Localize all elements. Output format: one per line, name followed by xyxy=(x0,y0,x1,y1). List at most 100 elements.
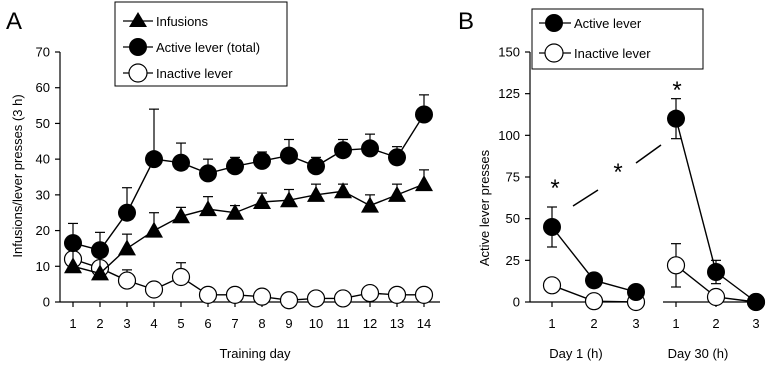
panel-b-point-inactive-day1 xyxy=(542,276,562,295)
panel-b-point-inactive-day1 xyxy=(584,292,604,311)
panel-b-xtick-label: 1 xyxy=(548,316,555,331)
panel-a-point-active xyxy=(226,157,244,176)
panel-a-point-inactive xyxy=(279,291,299,310)
panel-a-ylabel: Infusions/lever presses (3 h) xyxy=(10,94,25,257)
panel-b-point-active-day1 xyxy=(543,218,561,236)
panel-a-xtick-label: 10 xyxy=(309,316,323,331)
panel-b-point-inactive-day30 xyxy=(706,287,726,307)
panel-a-point-infusions xyxy=(145,221,163,238)
panel-a-point-active xyxy=(334,141,352,160)
legend-a-filled-circle-marker xyxy=(129,38,147,56)
panel-a-point-active xyxy=(388,148,406,167)
panel-b-point-active-day30 xyxy=(747,293,765,311)
panel-a-xtick-label: 11 xyxy=(336,316,350,331)
panel-a-point-inactive xyxy=(387,285,407,304)
panel-a-xtick-label: 7 xyxy=(231,316,238,331)
panel-a-xtick-label: 1 xyxy=(69,316,76,331)
panel-a-point-inactive xyxy=(360,283,380,303)
panel-a-point-inactive xyxy=(306,289,326,308)
panel-a-ytick-label: 40 xyxy=(36,152,50,167)
panel-a-xtick-label: 5 xyxy=(177,316,184,331)
panel-b-point-inactive-day30 xyxy=(666,256,686,275)
panel-a-point-infusions xyxy=(388,185,406,202)
panel-b-ytick-label: 50 xyxy=(506,211,520,226)
panel-a-xtick-label: 14 xyxy=(417,316,431,331)
panel-b-ylabel: Active lever presses xyxy=(477,149,492,266)
panel-a-point-inactive xyxy=(333,289,353,308)
panel-a-point-infusions xyxy=(199,200,217,217)
legend-a-label-active: Active lever (total) xyxy=(156,40,260,55)
panel-a-xtick-label: 12 xyxy=(363,316,377,331)
annotation-star-3: * xyxy=(672,77,681,104)
panel-b-group-day30: Day 30 (h) xyxy=(668,346,729,361)
panel-b-xtick-label: 3 xyxy=(632,316,639,331)
panel-a-point-active xyxy=(307,157,325,176)
panel-a-point-infusions xyxy=(334,182,352,199)
panel-a-point-inactive xyxy=(252,287,272,306)
panel-b-group-day1: Day 1 (h) xyxy=(549,346,602,361)
panel-a-line-infusions xyxy=(72,183,425,275)
legend-a-label-inactive: Inactive lever xyxy=(156,66,233,81)
panel-a-point-infusions xyxy=(118,239,136,256)
panel-a-point-active xyxy=(91,241,109,260)
panel-b-xtick-label: 3 xyxy=(752,316,759,331)
panel-b-ytick-label: 100 xyxy=(498,128,520,143)
panel-a-ytick-label: 20 xyxy=(36,223,50,238)
annotation-star-2: * xyxy=(613,159,622,186)
panel-a-xtick-label: 4 xyxy=(150,316,157,331)
panel-b-point-active-day30 xyxy=(667,109,685,128)
panel-a-xtick-label: 13 xyxy=(390,316,404,331)
panel-a-label: A xyxy=(6,8,22,35)
panel-a-line-active xyxy=(72,114,425,252)
panel-b-legend: Active lever Inactive lever xyxy=(531,8,704,70)
panel-b-ytick-label: 25 xyxy=(506,253,520,268)
panel-a-point-infusions xyxy=(307,185,325,202)
panel-a-point-inactive xyxy=(225,285,245,304)
panel-b-ytick-label: 125 xyxy=(498,86,520,101)
panel-a-ytick-label: 30 xyxy=(36,187,50,202)
panel-b-ytick-label: 0 xyxy=(513,295,520,310)
panel-b-label: B xyxy=(458,8,474,35)
panel-a-legend: Infusions Active lever (total) Inactive … xyxy=(114,1,288,87)
panel-a-point-infusions xyxy=(361,196,379,213)
panel-a-point-active xyxy=(64,234,82,253)
panel-a-point-active xyxy=(118,203,136,222)
panel-b-point-active-day1 xyxy=(585,271,603,290)
annotation-dash-2 xyxy=(635,144,662,164)
panel-b-xtick-label: 1 xyxy=(672,316,679,331)
panel-b-ytick-label: 150 xyxy=(498,45,520,60)
panel-a-xtick-label: 8 xyxy=(258,316,265,331)
panel-a-xtick-label: 2 xyxy=(96,316,103,331)
annotation-dash-1 xyxy=(572,189,599,207)
legend-b-label-active: Active lever xyxy=(574,16,642,31)
legend-a-label-infusions: Infusions xyxy=(156,14,209,29)
panel-a-point-infusions xyxy=(253,193,271,209)
panel-a-point-active xyxy=(415,105,433,124)
panel-b-plot: 0 25 50 75 100 125 150 1 2 3 1 2 3 xyxy=(498,45,766,331)
annotation-star-1: * xyxy=(550,175,559,202)
panel-a-point-infusions xyxy=(415,175,433,192)
panel-a-point-inactive xyxy=(414,285,434,304)
legend-a-triangle-marker xyxy=(129,12,147,27)
panel-a-point-infusions xyxy=(226,203,244,220)
panel-a-point-infusions xyxy=(280,191,298,208)
panel-a-ytick-label: 10 xyxy=(36,259,50,274)
panel-a-xtick-label: 3 xyxy=(123,316,130,331)
panel-a-ytick-label: 70 xyxy=(36,45,50,60)
panel-a-point-infusions xyxy=(91,264,109,281)
panel-a-ytick-label: 60 xyxy=(36,80,50,95)
panel-a-ytick-label: 50 xyxy=(36,116,50,131)
panel-a-point-inactive xyxy=(171,267,191,287)
panel-a-point-active xyxy=(172,153,190,172)
panel-a-xlabel: Training day xyxy=(219,346,291,361)
panel-b-point-active-day1 xyxy=(627,283,645,301)
panel-a-point-active xyxy=(361,139,379,158)
panel-a-point-infusions xyxy=(172,207,190,224)
panel-a-point-active xyxy=(253,151,271,170)
panel-a-xtick-label: 6 xyxy=(204,316,211,331)
legend-b-label-inactive: Inactive lever xyxy=(574,46,651,61)
panel-a-point-active xyxy=(280,146,298,165)
panel-a-point-inactive xyxy=(144,280,164,299)
